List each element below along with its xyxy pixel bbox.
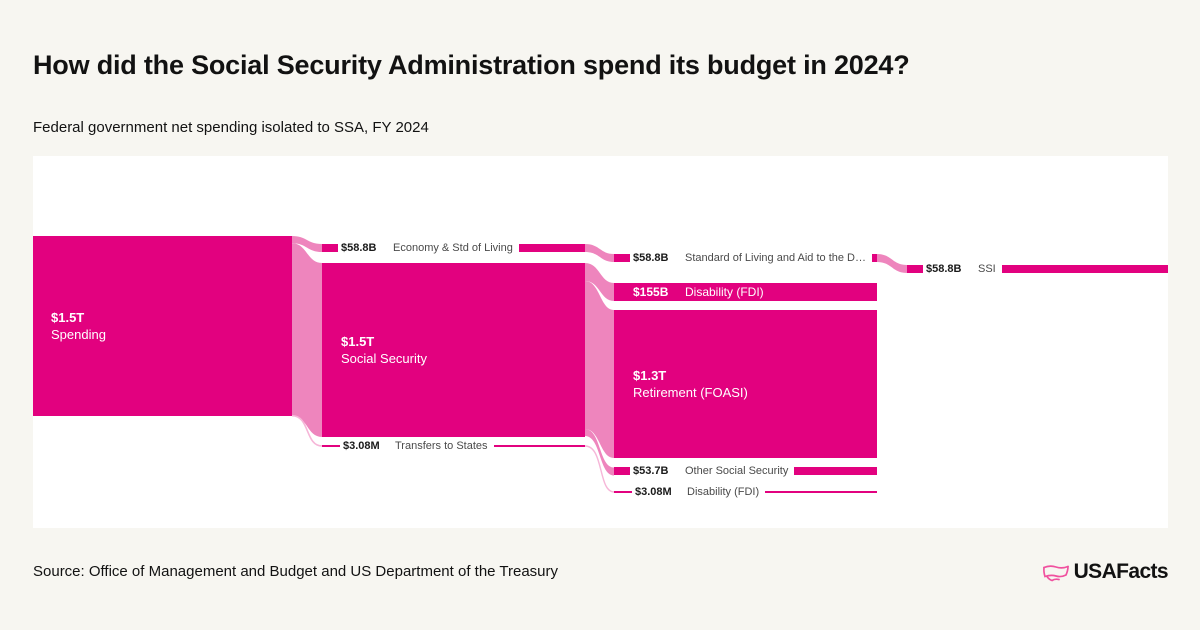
sankey-node-social-security[interactable]: $1.5T Social Security [322,263,585,437]
flow-spending-transfers [291,414,323,447]
source-attribution: Source: Office of Management and Budget … [33,563,559,580]
node-bar [1001,265,1168,273]
sankey-node-std-of-living-aid[interactable]: $58.8B Standard of Living and Aid to the… [614,250,877,266]
sankey-node-disability-fdi-small[interactable]: $3.08M Disability (FDI) [614,485,877,499]
sankey-node-economy[interactable]: $58.8B Economy & Std of Living [322,240,585,256]
node-swatch [907,265,923,273]
node-value: $155B [633,285,669,299]
flow-spending-social-security [292,243,322,437]
node-line [493,445,585,447]
node-bar [794,467,877,475]
usafacts-logo[interactable]: USAFacts [1042,560,1169,584]
sankey-node-spending[interactable]: $1.5T Spending [33,236,292,416]
node-value: $58.8B [341,242,377,254]
page-title: How did the Social Security Administrati… [33,50,910,80]
node-value: $1.5T [51,310,85,325]
sankey-node-other-social-security[interactable]: $53.7B Other Social Security [614,463,877,479]
node-label: Disability (FDI) [685,285,764,299]
node-line [765,491,877,493]
node-value: $53.7B [633,465,669,477]
flow-ss-retirement [585,281,614,458]
usafacts-map-icon [1042,564,1069,581]
node-label: SSI [978,263,996,275]
node-label: Disability (FDI) [687,486,760,498]
node-line [614,491,632,493]
node-swatch [614,254,630,262]
flow-stdliving-ssi [877,254,907,273]
node-bar [518,244,585,252]
node-value: $58.8B [926,263,962,275]
node-label: Retirement (FOASI) [633,385,748,400]
chart-subtitle: Federal government net spending isolated… [33,119,429,136]
node-label: Standard of Living and Aid to the D… [685,252,867,264]
node-swatch [322,244,338,252]
node-label: Transfers to States [395,440,488,452]
node-value: $1.3T [633,368,667,383]
flow-ss-other [585,429,614,476]
sankey-node-retirement-foasi[interactable]: $1.3T Retirement (FOASI) [614,310,877,458]
flow-ss-disability [585,263,614,301]
flow-spending-economy [292,236,322,252]
sankey-node-transfers-to-states[interactable]: $3.08M Transfers to States [322,439,585,453]
node-bar [872,254,877,262]
sankey-flows[interactable] [33,156,1168,528]
node-swatch [614,467,630,475]
node-value: $3.08M [635,486,672,498]
sankey-node-disability-fdi[interactable]: $155B Disability (FDI) [614,283,877,301]
node-value: $58.8B [633,252,669,264]
node-label: Other Social Security [685,465,789,477]
node-label: Economy & Std of Living [393,242,513,254]
flow-economy-stdliving [585,244,614,262]
node-value: $1.5T [341,334,375,349]
sankey-chart-panel: $1.5T Spending $58.8B Economy & Std of L… [33,156,1168,528]
node-value: $3.08M [343,440,380,452]
sankey-node-ssi[interactable]: $58.8B SSI [907,261,1168,277]
node-line [322,445,340,447]
flow-transfers-disability [584,445,615,493]
usafacts-wordmark: USAFacts [1073,560,1169,583]
node-label: Spending [51,327,106,342]
node-label: Social Security [341,351,427,366]
